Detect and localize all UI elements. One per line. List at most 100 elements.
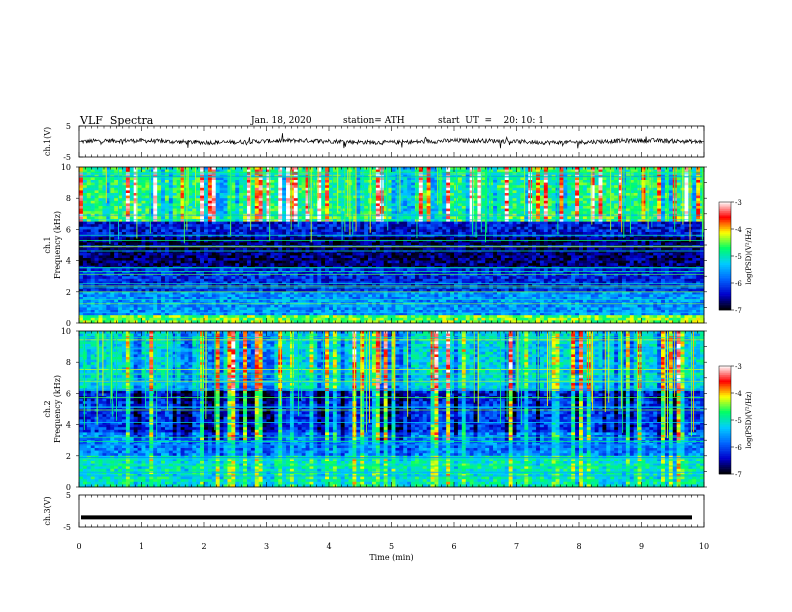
- ch1-spectrogram-cell: [243, 226, 248, 230]
- ch1-spectrogram-cell: [211, 182, 217, 186]
- ch1-spectrogram-cell: [418, 195, 424, 199]
- ch1-spectrogram-cell: [192, 208, 197, 212]
- ch1-spectrogram-cell: [508, 203, 513, 207]
- ch1-spectrogram-cell: [629, 182, 634, 186]
- ch1-spectrogram-cell: [430, 195, 435, 199]
- ch1-spectrogram-cell: [571, 211, 576, 215]
- ch1-spectrogram-cell: [94, 229, 99, 233]
- ch1-spectrogram-cell: [86, 242, 92, 246]
- ch1-spectrogram-cell: [215, 234, 220, 238]
- ch1-spectrogram-cell: [493, 242, 498, 246]
- ch1-spectrogram-cell: [336, 198, 342, 202]
- ch1-spectrogram-cell: [496, 167, 502, 170]
- ch1-spectrogram: [79, 167, 705, 324]
- ch1-spectrogram-cell: [82, 180, 88, 183]
- ch1-spectrogram-cell: [94, 195, 99, 199]
- ch1-spectrogram-cell: [168, 169, 174, 173]
- ch1-spectrogram-cell: [579, 193, 584, 196]
- ch1-spectrogram-cell: [418, 224, 424, 228]
- ch1-spectrogram-cell: [270, 232, 275, 235]
- ch1-spectrogram-cell: [516, 167, 521, 170]
- ch1-spectrogram-cell: [598, 169, 603, 173]
- ch1-spectrogram-cell: [446, 232, 451, 235]
- ch1-spectrogram-cell: [661, 190, 666, 194]
- ch1-spectrogram-cell: [141, 237, 146, 241]
- ch1-spectrogram-cell: [301, 208, 306, 212]
- ch1-spectrogram-cell: [200, 211, 205, 215]
- ch1-spectrogram-cell: [469, 208, 474, 212]
- ch1-spectrogram-cell: [614, 237, 619, 241]
- ch1-spectrogram-cell: [282, 195, 287, 199]
- ch1-spectrogram-cell: [219, 237, 224, 241]
- ch1-spectrogram-cell: [657, 190, 662, 194]
- ch1-spectrogram-cell: [536, 195, 541, 199]
- ch1-spectrogram-cell: [438, 208, 443, 212]
- ch1-spectrogram-cell: [215, 182, 220, 186]
- ch1-spectrogram-cell: [149, 221, 154, 225]
- ch1-spectrogram-cell: [211, 221, 217, 225]
- ch1-spectrogram-cell: [317, 193, 322, 196]
- ch1-spectrogram-cell: [543, 203, 549, 207]
- ch1-spectrogram-cell: [235, 169, 240, 173]
- ch1-spectrogram-cell: [391, 219, 396, 222]
- ch1-spectrogram-cell: [633, 226, 638, 230]
- ch1-spectrogram-cell: [434, 182, 439, 186]
- ch1-spectrogram-cell: [254, 239, 259, 243]
- ch1-spectrogram-cell: [172, 226, 177, 230]
- ch1-spectrogram-cell: [250, 242, 256, 246]
- ch1-spectrogram-cell: [481, 211, 486, 215]
- ch1-spectrogram-cell: [477, 232, 482, 235]
- ch1-spectrogram-cell: [137, 180, 142, 183]
- ch1-spectrogram-cell: [571, 185, 576, 189]
- ch1-spectrogram-cell: [286, 198, 291, 202]
- ch1-spectrogram-cell: [496, 182, 502, 186]
- ch1-spectrogram-cell: [79, 237, 84, 241]
- ch1-spectrogram-cell: [344, 177, 349, 181]
- ch1-spectrogram-cell: [512, 221, 517, 225]
- ch1-spectrogram-cell: [407, 211, 412, 215]
- ch1-spectrogram-cell: [618, 216, 623, 220]
- ch1-spectrogram-cell: [528, 221, 533, 225]
- ch1-spectrogram-cell: [348, 195, 353, 199]
- ch1-spectrogram-cell: [403, 229, 408, 233]
- ch1-spectrogram-cell: [383, 211, 388, 215]
- ch1-spectrogram-cell: [602, 226, 607, 230]
- ch1-spectrogram-cell: [602, 182, 607, 186]
- ch1-spectrogram-cell: [157, 242, 162, 246]
- ch1-spectrogram-cell: [102, 239, 107, 243]
- ch1-spectrogram-cell: [426, 229, 431, 233]
- ch1-spectrogram-cell: [457, 242, 463, 246]
- ch1-spectrogram-cell: [329, 198, 334, 202]
- ch1-spectrogram-cell: [477, 203, 482, 207]
- ch1-spectrogram-cell: [289, 208, 295, 212]
- ch1-spectrogram-cell: [250, 177, 256, 181]
- ch1-spectrogram-cell: [496, 193, 502, 196]
- ch1-spectrogram-cell: [286, 182, 291, 186]
- ch1-spectrogram-cell: [508, 167, 513, 170]
- ch1-spectrogram-cell: [606, 237, 611, 241]
- ch1-spectrogram-cell: [266, 195, 271, 199]
- ch1-spectrogram-cell: [211, 187, 217, 191]
- ch1-spectrogram-cell: [422, 182, 427, 186]
- ch1-spectrogram-cell: [254, 234, 259, 238]
- ch1-spectrogram-cell: [243, 221, 248, 225]
- ch1-spectrogram-cell: [102, 195, 107, 199]
- ch1-spectrogram-cell: [188, 180, 193, 183]
- ch1-spectrogram-cell: [602, 211, 607, 215]
- ch1-spectrogram-cell: [274, 190, 279, 194]
- ch1-spectrogram-cell: [371, 200, 377, 204]
- ch1-spectrogram-cell: [489, 190, 494, 194]
- ch1-spectrogram-cell: [172, 187, 177, 191]
- ch1-spectrogram-cell: [629, 237, 634, 241]
- ch1-spectrogram-cell: [661, 198, 666, 202]
- ch1-spectrogram-cell: [231, 203, 236, 207]
- ch1-spectrogram-cell: [270, 203, 275, 207]
- ch1-spectrogram-cell: [204, 206, 209, 209]
- ch1-spectrogram-cell: [493, 180, 498, 183]
- ch1-spectrogram-cell: [481, 200, 486, 204]
- ch1-spectrogram-cell: [637, 195, 642, 199]
- ch1-spectrogram-cell: [270, 216, 275, 220]
- ch1-spectrogram-cell: [649, 185, 654, 189]
- ch1-spectrogram-cell: [188, 206, 193, 209]
- ch1-spectrogram-cell: [231, 193, 236, 196]
